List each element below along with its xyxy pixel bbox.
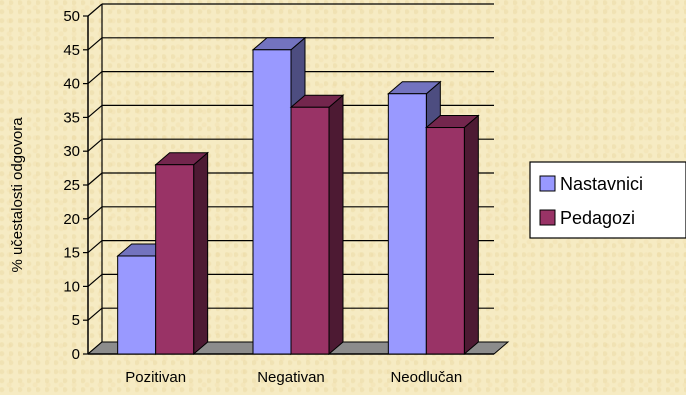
legend-swatch-nastavnici <box>539 175 556 192</box>
gridline-diagonal <box>87 104 103 118</box>
gridline-diagonal <box>87 3 103 17</box>
gridline-diagonal <box>87 37 103 51</box>
y-tick-label: 35 <box>63 109 80 126</box>
bar-pedagozi-pozitivan-side <box>193 151 209 356</box>
bar-pedagozi-pozitivan <box>155 164 195 355</box>
bar-pedagozi-negativan-side <box>328 94 344 356</box>
bar-pedagozi-neodlučan-side <box>463 114 479 356</box>
gridline-diagonal <box>87 240 103 254</box>
bar-nastavnici-neodlučan <box>387 93 427 355</box>
gridline-diagonal <box>87 206 103 220</box>
bar-pedagozi-negativan <box>290 106 330 355</box>
y-tick-label: 10 <box>63 278 80 295</box>
y-tick-label: 25 <box>63 177 80 194</box>
x-tick-label: Neodlučan <box>390 369 462 386</box>
y-tick-label: 40 <box>63 76 80 93</box>
gridline-diagonal <box>87 273 103 287</box>
x-tick-label: Pozitivan <box>125 369 186 386</box>
y-tick-label: 5 <box>72 312 80 329</box>
legend-swatch-pedagozi <box>539 209 556 226</box>
bar-pedagozi-neodlučan <box>425 127 465 355</box>
legend-label-nastavnici: Nastavnici <box>560 174 643 194</box>
gridline-diagonal <box>87 138 103 152</box>
y-tick-label: 15 <box>63 245 80 262</box>
gridline-diagonal <box>87 307 103 321</box>
legend-box <box>529 161 686 239</box>
y-tick-label: 0 <box>72 346 80 363</box>
legend-label-pedagozi: Pedagozi <box>560 208 635 228</box>
gridline-diagonal <box>87 71 103 85</box>
y-tick-label: 45 <box>63 42 80 59</box>
bar-nastavnici-pozitivan <box>117 255 157 355</box>
y-tick-label: 20 <box>63 211 80 228</box>
y-axis-title: % učestalosti odgovora <box>9 117 26 273</box>
bar-nastavnici-negativan <box>252 49 292 355</box>
x-tick-label: Negativan <box>257 369 325 386</box>
y-tick-label: 30 <box>63 143 80 160</box>
gridline-diagonal <box>87 172 103 186</box>
y-tick-label: 50 <box>63 8 80 25</box>
